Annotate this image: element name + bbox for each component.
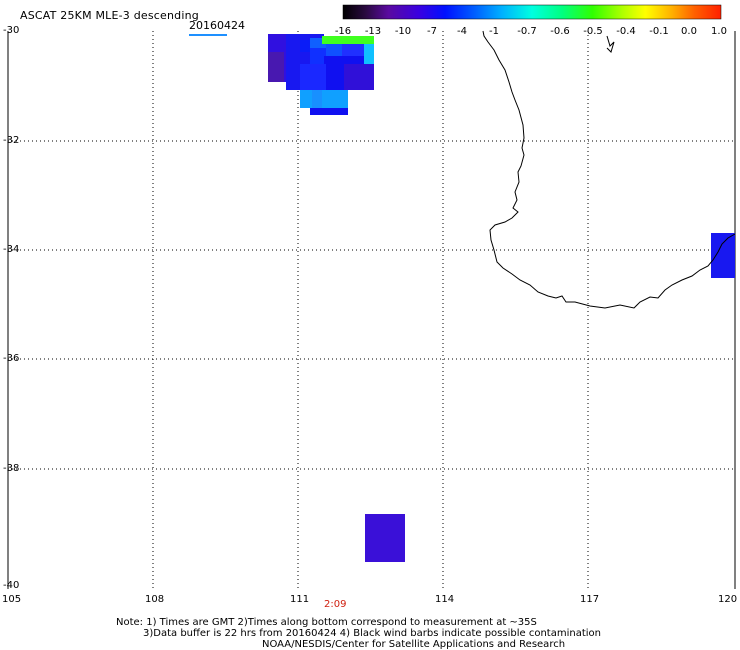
- lon-label-111: 111: [290, 594, 310, 605]
- lon-label-105: 105: [2, 594, 22, 605]
- note-line-1: Note: 1) Times are GMT 2)Times along bot…: [116, 617, 537, 628]
- graticule: [8, 31, 735, 589]
- colorbar-label: -13: [364, 26, 382, 37]
- lat-label-34: -34: [3, 244, 20, 255]
- note-line-2: 3)Data buffer is 22 hrs from 20160424 4)…: [143, 628, 601, 639]
- lon-label-114: 114: [435, 594, 455, 605]
- lat-label-36: -36: [3, 353, 20, 364]
- pass-time-label: 2:09: [324, 599, 347, 610]
- coastline-detail: [606, 35, 615, 53]
- colorbar: [342, 4, 722, 20]
- colorbar-label: -0.6: [550, 26, 570, 37]
- wind-data-swath-south: [365, 514, 405, 562]
- colorbar-label: -7: [427, 26, 437, 37]
- colorbar-label: -10: [394, 26, 412, 37]
- colorbar-label: -0.7: [517, 26, 537, 37]
- colorbar-label: -0.5: [583, 26, 603, 37]
- wind-data-swath-north: [268, 34, 374, 115]
- lon-label-108: 108: [145, 594, 165, 605]
- colorbar-label: -1: [489, 26, 499, 37]
- lon-label-120: 120: [718, 594, 738, 605]
- colorbar-gradient: [342, 4, 722, 20]
- colorbar-label: -16: [334, 26, 352, 37]
- lat-label-32: -32: [3, 135, 20, 146]
- colorbar-label: -0.4: [616, 26, 636, 37]
- map-title: ASCAT 25KM MLE-3 descending: [20, 9, 199, 22]
- lon-label-117: 117: [580, 594, 600, 605]
- colorbar-label: -4: [457, 26, 467, 37]
- colorbar-label: 1.0: [711, 26, 727, 37]
- wind-data-swath-east: [711, 233, 735, 278]
- colorbar-label: 0.0: [681, 26, 697, 37]
- colorbar-label: -0.1: [649, 26, 669, 37]
- coastline-australia: [482, 30, 736, 309]
- lat-label-38: -38: [3, 463, 20, 474]
- date-underline: [189, 34, 227, 36]
- date-label: 20160424: [189, 19, 245, 32]
- lat-label-30: -30: [3, 25, 20, 36]
- note-line-3: NOAA/NESDIS/Center for Satellite Applica…: [262, 639, 566, 650]
- map-frame: [7, 31, 736, 589]
- lat-label-40: -40: [3, 580, 20, 591]
